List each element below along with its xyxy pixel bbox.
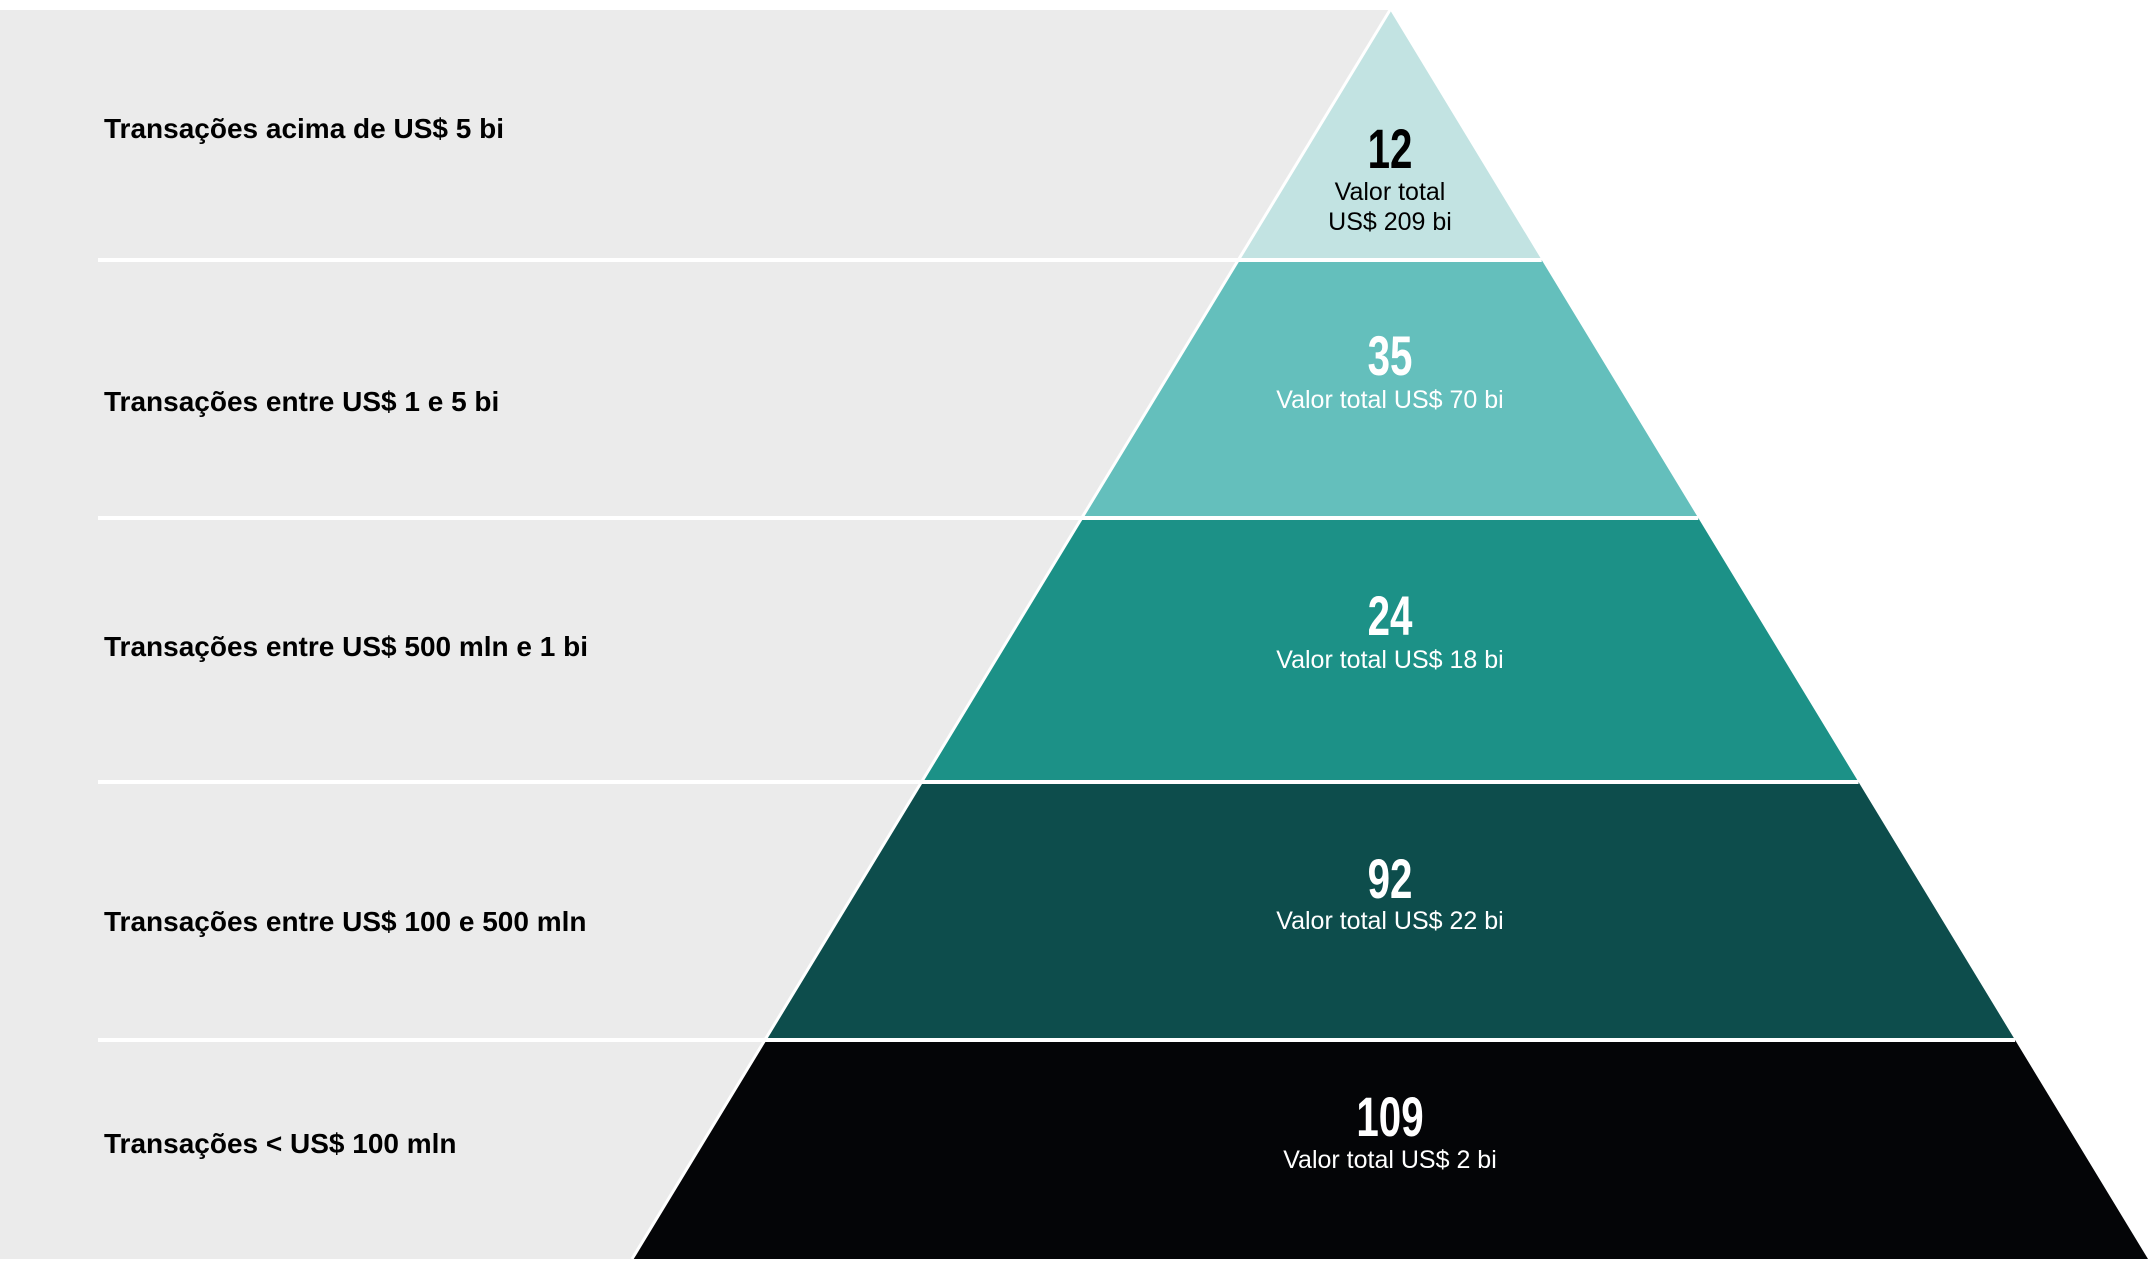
tier-total-value: Valor total US$ 2 bi: [1283, 1146, 1497, 1174]
tier-total-value: Valor total US$ 18 bi: [1276, 646, 1503, 674]
tier-total-value: Valor total: [1335, 178, 1446, 206]
tier-count: 109: [1356, 1087, 1423, 1149]
pyramid-tier-2: [1081, 260, 1699, 518]
tier-count: 12: [1368, 119, 1413, 181]
tier-label: Transações entre US$ 500 mln e 1 bi: [104, 631, 588, 662]
pyramid-edge-left: [630, 9, 1392, 1260]
pyramid-tier-5: [632, 1040, 2148, 1259]
tier-total-value: Valor total US$ 70 bi: [1276, 386, 1503, 414]
tier-count: 92: [1368, 849, 1413, 911]
tier-label: Transações < US$ 100 mln: [104, 1128, 457, 1159]
tier-total-value: Valor total US$ 22 bi: [1276, 907, 1503, 935]
tier-label: Transações entre US$ 1 e 5 bi: [104, 386, 499, 417]
tier-count: 35: [1368, 326, 1413, 388]
tier-label: Transações entre US$ 100 e 500 mln: [104, 906, 587, 937]
pyramid-tier-1: [1238, 10, 1542, 260]
tier-label: Transações acima de US$ 5 bi: [104, 113, 504, 144]
pyramid-tier-3: [921, 518, 1859, 782]
label-panel: [0, 10, 1390, 1259]
tier-total-value: US$ 209 bi: [1328, 208, 1452, 236]
tier-count: 24: [1368, 586, 1413, 648]
pyramid-tier-4: [764, 782, 2016, 1040]
